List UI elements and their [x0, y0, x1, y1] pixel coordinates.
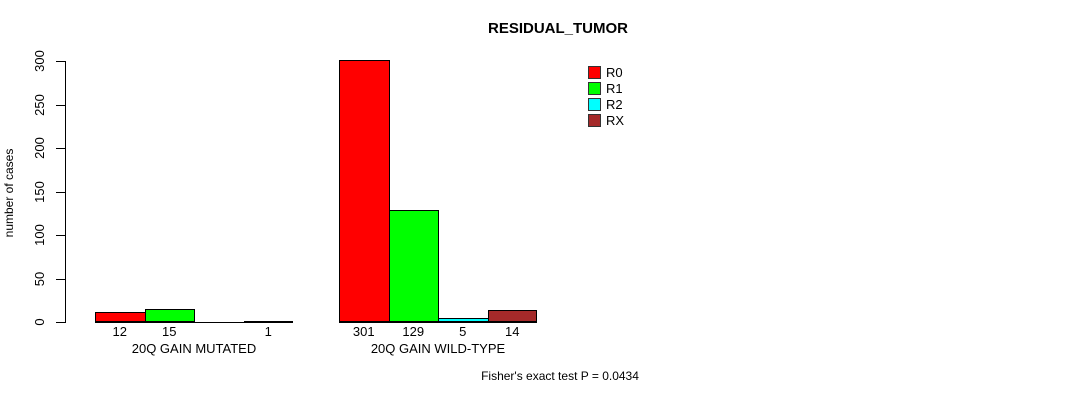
bar-value-label: 5 — [459, 324, 467, 339]
legend-item: R1 — [588, 82, 624, 95]
legend-label: R1 — [606, 81, 623, 96]
legend-item: R2 — [588, 98, 624, 111]
y-axis-tick — [56, 148, 65, 149]
fisher-test-note: Fisher's exact test P = 0.0434 — [481, 369, 639, 383]
bar-rx — [488, 310, 537, 322]
y-axis-tick — [56, 322, 65, 323]
bar-value-label: 15 — [162, 324, 177, 339]
y-axis-tick-label: 250 — [31, 94, 47, 116]
legend-swatch-rx — [588, 114, 601, 127]
bar-value-label: 129 — [402, 324, 425, 339]
y-axis-tick-label: 150 — [31, 181, 47, 203]
x-axis-group-label: 20Q GAIN MUTATED — [131, 341, 257, 356]
y-axis-tick-label: 200 — [31, 137, 47, 159]
legend-item: RX — [588, 114, 624, 127]
legend: R0 R1 R2 RX — [588, 66, 624, 130]
y-axis-line — [65, 61, 66, 323]
y-axis-tick — [56, 105, 65, 106]
legend-label: R0 — [606, 65, 623, 80]
bar-value-label: 301 — [352, 324, 375, 339]
y-axis-tick-label: 100 — [31, 224, 47, 246]
y-axis-tick-label: 300 — [31, 50, 47, 72]
chart-title: RESIDUAL_TUMOR — [487, 20, 628, 37]
bar-value-label: 12 — [112, 324, 127, 339]
bar-r0 — [339, 60, 390, 322]
legend-item: R0 — [588, 66, 624, 79]
bar-r0 — [95, 312, 146, 322]
y-axis-tick-label: 0 — [31, 318, 47, 326]
y-axis-tick — [56, 279, 65, 280]
bar-value-label: 14 — [505, 324, 520, 339]
bar-r1 — [145, 309, 195, 322]
x-axis-baseline — [95, 322, 293, 323]
legend-label: RX — [606, 113, 625, 128]
legend-swatch-r2 — [588, 98, 601, 111]
legend-label: R2 — [606, 97, 623, 112]
legend-swatch-r0 — [588, 66, 601, 79]
legend-swatch-r1 — [588, 82, 601, 95]
y-axis-tick — [56, 192, 65, 193]
x-axis-group-label: 20Q GAIN WILD-TYPE — [370, 341, 506, 356]
y-axis-tick — [56, 61, 65, 62]
x-axis-baseline — [339, 322, 537, 323]
bar-value-label: 1 — [264, 324, 272, 339]
bar-r1 — [389, 210, 439, 322]
y-axis-tick — [56, 235, 65, 236]
y-axis-tick-label: 50 — [31, 271, 47, 287]
